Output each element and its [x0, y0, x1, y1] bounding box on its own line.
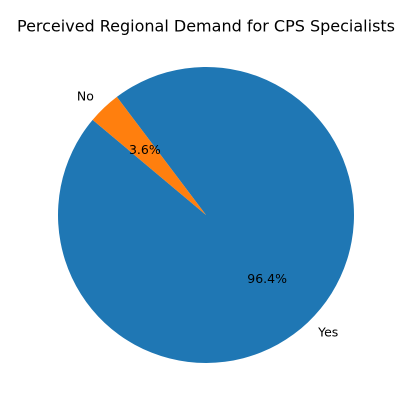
- chart-title: Perceived Regional Demand for CPS Specia…: [17, 17, 395, 36]
- pie-slice: [92, 96, 206, 215]
- category-label: No: [77, 88, 94, 103]
- value-label: 3.6%: [129, 142, 161, 157]
- pie-slice: [58, 66, 354, 363]
- category-label: Yes: [317, 325, 338, 340]
- value-label: 96.4%: [247, 271, 287, 286]
